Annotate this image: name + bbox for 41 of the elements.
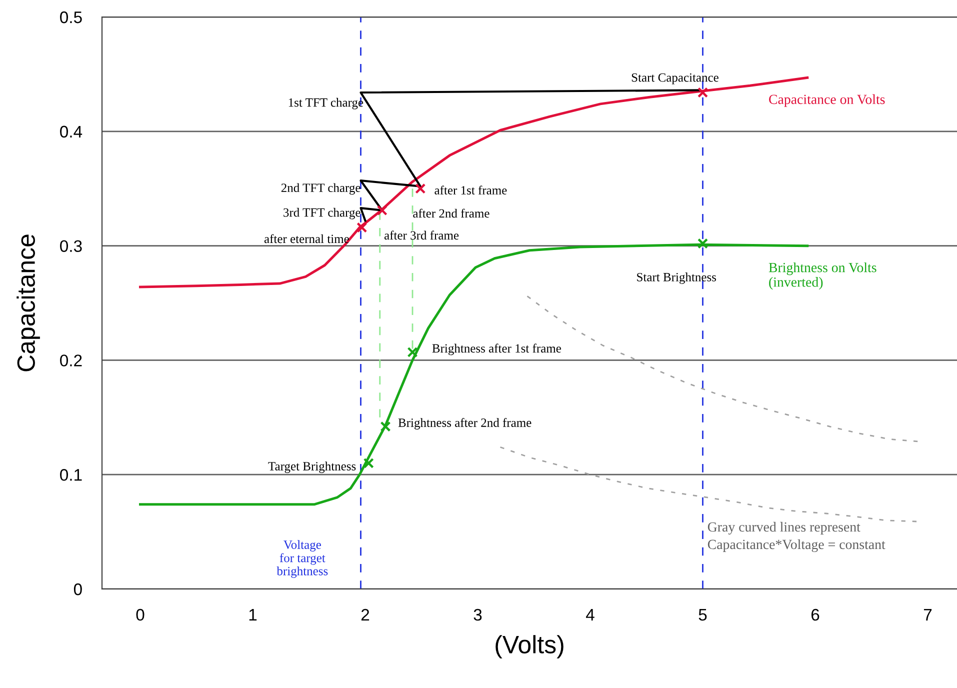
series-label: Capacitance on Volts [769,94,885,107]
point [363,458,374,468]
annotation: Start Capacitance [632,73,718,84]
x-tick-label: 2 [361,608,370,621]
y-tick-label: 0.2 [60,354,82,366]
annotation: after eternal time [264,234,349,244]
y-tick-label: 0.3 [60,240,82,252]
annotation: after 2nd frame [413,208,490,218]
x-tick-label: 5 [698,609,707,621]
x-tick-label: 4 [586,609,594,621]
point [697,238,708,249]
ref-line-label: Voltage for target brightness [276,540,328,578]
annotation: Gray curved lines represent Capacitance*Voltage = constant [708,522,886,552]
x-tick-label: 7 [924,609,932,621]
point [697,87,708,98]
y-tick-label: 0.4 [60,126,82,138]
annotation: 1st TFT charge [288,98,364,110]
y-tick-label: 0.5 [60,11,82,24]
annotation: Target Brightness [268,462,356,474]
annotation: 2nd TFT charge [281,183,360,195]
annotation: Brightness after 2nd frame [398,418,532,430]
annotation: Start Brightness [637,272,716,284]
y-axis-title: Capacitance [16,234,40,372]
annotation: after 1st frame [434,186,507,195]
point [415,183,426,194]
x-tick-label: 1 [249,609,257,621]
y-tick-label: 0 [74,583,82,596]
x-tick-label: 3 [474,608,482,621]
point [356,222,368,233]
point [376,205,388,216]
series-label: Brightness on Volts (inverted) [768,262,876,290]
annotation: after 3rd frame [384,230,459,240]
x-tick-label: 0 [136,608,144,621]
x-axis-title: (Volts) [496,635,564,658]
y-tick-label: 0.1 [60,469,82,481]
point [380,421,391,432]
point [407,346,418,358]
annotation: 3rd TFT charge [284,208,360,220]
annotation: Brightness after 1st frame [432,344,561,356]
line-series [500,446,918,522]
x-tick-label: 6 [811,608,820,621]
